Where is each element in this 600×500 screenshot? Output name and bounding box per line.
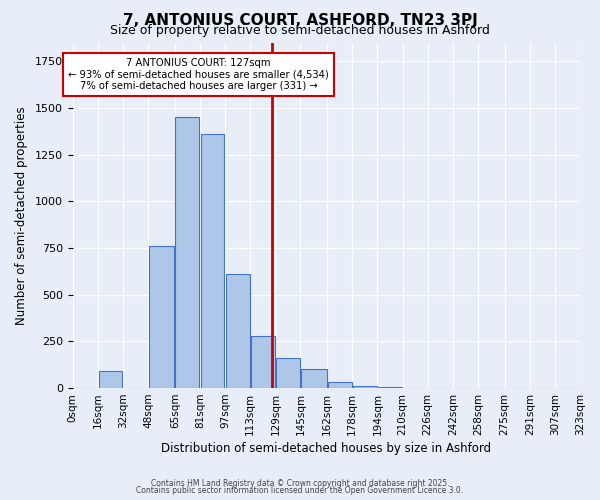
Bar xyxy=(175,117,199,388)
Y-axis label: Number of semi-detached properties: Number of semi-detached properties xyxy=(15,106,28,324)
Bar xyxy=(378,387,402,388)
Text: 7 ANTONIUS COURT: 127sqm
← 93% of semi-detached houses are smaller (4,534)
7% of: 7 ANTONIUS COURT: 127sqm ← 93% of semi-d… xyxy=(68,58,329,92)
Text: Contains public sector information licensed under the Open Government Licence 3.: Contains public sector information licen… xyxy=(136,486,464,495)
Bar xyxy=(200,134,224,388)
Bar xyxy=(226,274,250,388)
Text: Size of property relative to semi-detached houses in Ashford: Size of property relative to semi-detach… xyxy=(110,24,490,37)
Text: Contains HM Land Registry data © Crown copyright and database right 2025.: Contains HM Land Registry data © Crown c… xyxy=(151,478,449,488)
Bar xyxy=(301,370,326,388)
Bar xyxy=(353,386,377,388)
Bar xyxy=(328,382,352,388)
X-axis label: Distribution of semi-detached houses by size in Ashford: Distribution of semi-detached houses by … xyxy=(161,442,491,455)
Text: 7, ANTONIUS COURT, ASHFORD, TN23 3PJ: 7, ANTONIUS COURT, ASHFORD, TN23 3PJ xyxy=(122,12,478,28)
Bar xyxy=(149,246,174,388)
Bar xyxy=(276,358,300,388)
Bar xyxy=(98,372,122,388)
Bar xyxy=(251,336,275,388)
